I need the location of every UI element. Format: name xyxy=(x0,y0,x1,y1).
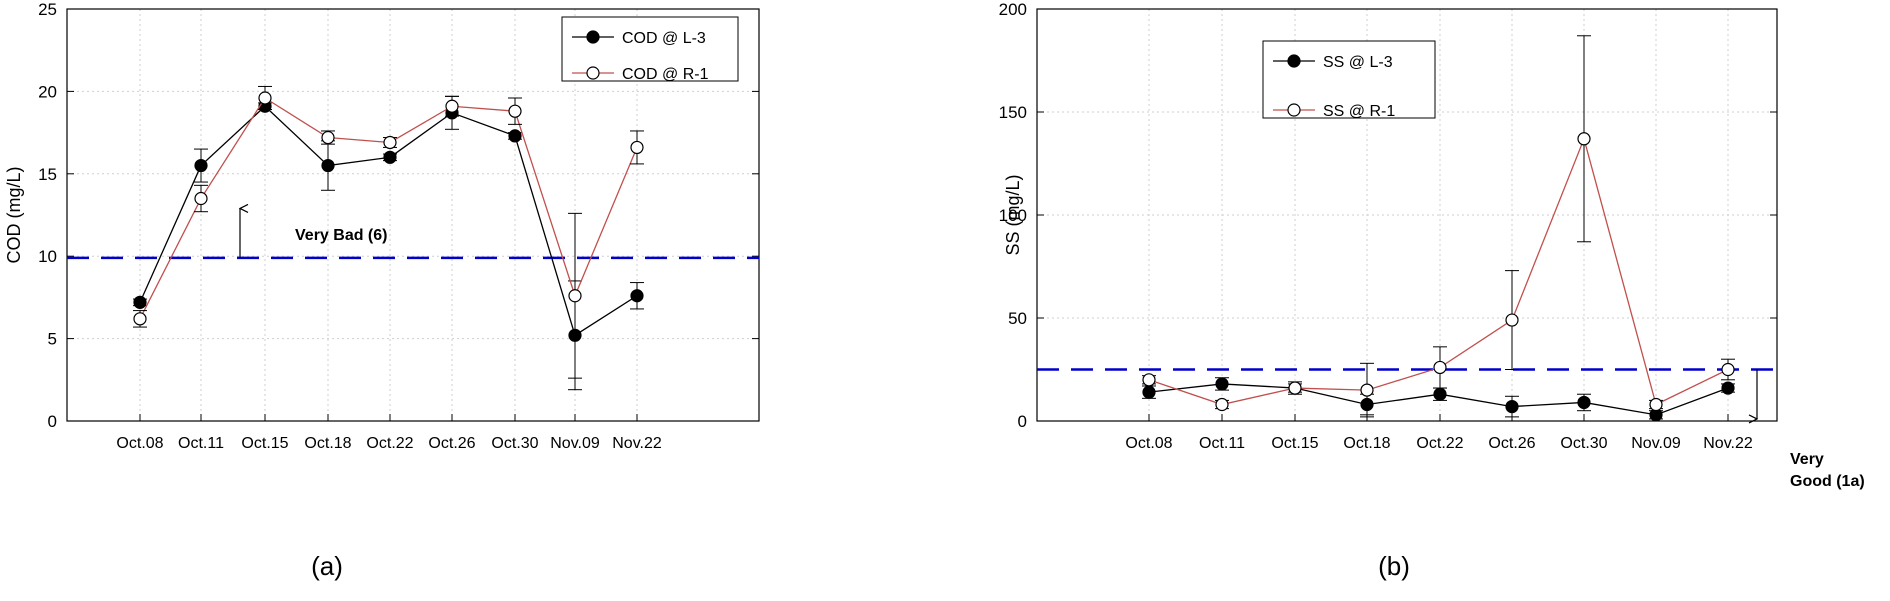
data-point xyxy=(383,150,397,164)
data-point xyxy=(508,104,522,118)
legend-marker xyxy=(1287,54,1301,68)
x-tick-label: Oct.11 xyxy=(1199,435,1245,452)
y-tick-label: 0 xyxy=(48,412,57,431)
data-point xyxy=(568,289,582,303)
panel-label: (b) xyxy=(1378,551,1410,581)
legend-label: SS @ L-3 xyxy=(1323,54,1393,71)
data-point xyxy=(258,91,272,105)
data-point xyxy=(508,129,522,143)
annotation-text-line: Good (1a) xyxy=(1790,473,1865,490)
legend-label: COD @ L-3 xyxy=(622,30,706,47)
x-tick-label: Nov.09 xyxy=(1631,435,1681,452)
data-point xyxy=(1215,377,1229,391)
annotation-text: Very Bad (6) xyxy=(295,227,387,244)
x-tick-label: Oct.18 xyxy=(1343,435,1390,452)
plot-frame xyxy=(66,8,760,422)
y-tick-label: 200 xyxy=(999,0,1027,19)
data-point xyxy=(1433,387,1447,401)
data-point xyxy=(321,130,335,145)
x-tick-label: Oct.11 xyxy=(178,435,224,452)
data-point xyxy=(630,289,644,303)
x-tick-label: Nov.22 xyxy=(612,435,662,452)
data-point xyxy=(1433,360,1447,375)
x-tick-label: Oct.22 xyxy=(1416,435,1463,452)
data-point xyxy=(1215,397,1229,412)
data-point xyxy=(1288,381,1302,395)
y-tick-label: 20 xyxy=(38,82,57,101)
data-point xyxy=(1577,395,1591,410)
x-tick-label: Nov.09 xyxy=(550,435,600,452)
chart-panel-a: 0 5 10 15 20 25 Oct.08 Oct.11 Oct.15 Oct.18 Oct.22… xyxy=(4,0,760,581)
x-tick-label: Oct.26 xyxy=(1488,435,1535,452)
data-point xyxy=(1721,381,1735,395)
data-point xyxy=(1142,373,1156,387)
y-tick-label: 0 xyxy=(1018,412,1027,431)
y-tick-label: 50 xyxy=(1008,309,1027,328)
series-open xyxy=(1142,35,1735,418)
y-tick-label: 15 xyxy=(38,165,57,184)
legend: SS @ L-3 SS @ R-1 xyxy=(1262,40,1436,120)
data-point xyxy=(1360,383,1374,397)
x-tick-label: Oct.15 xyxy=(1271,435,1318,452)
y-tick-label: 150 xyxy=(999,103,1027,122)
x-tick-label: Oct.22 xyxy=(366,435,413,452)
x-tick-label: Oct.26 xyxy=(428,435,475,452)
legend-marker xyxy=(586,66,600,80)
y-tick-label: 10 xyxy=(38,247,57,266)
y-tick-label: 25 xyxy=(38,0,57,19)
data-point xyxy=(445,99,459,113)
data-point xyxy=(383,135,397,150)
data-point xyxy=(1505,399,1519,414)
panel-label: (a) xyxy=(311,551,343,581)
data-point xyxy=(194,191,208,206)
x-tick-label: Oct.30 xyxy=(491,435,538,452)
legend: COD @ L-3 COD @ R-1 xyxy=(561,16,739,83)
data-point xyxy=(1721,362,1735,377)
legend-label: SS @ R-1 xyxy=(1323,103,1395,120)
x-tick-label: Oct.08 xyxy=(116,435,163,452)
data-point xyxy=(1142,385,1156,399)
x-tick-label: Oct.18 xyxy=(304,435,351,452)
data-point xyxy=(133,312,147,326)
data-point xyxy=(630,140,644,155)
y-tick-label: 5 xyxy=(48,330,57,349)
x-tick-label: Oct.15 xyxy=(241,435,288,452)
series-line xyxy=(139,97,638,320)
y-tick-label: 100 xyxy=(999,206,1027,225)
x-tick-label: Nov.22 xyxy=(1703,435,1753,452)
data-point xyxy=(1577,132,1591,146)
legend-label: COD @ R-1 xyxy=(622,66,709,83)
data-point xyxy=(133,295,147,309)
legend-marker xyxy=(586,30,600,44)
data-point xyxy=(1649,397,1663,412)
data-point xyxy=(321,158,335,173)
x-tick-label: Oct.08 xyxy=(1125,435,1172,452)
data-point xyxy=(194,158,208,173)
x-tick-label: Oct.30 xyxy=(1560,435,1607,452)
series-filled xyxy=(1142,377,1735,422)
legend-box xyxy=(1262,40,1436,119)
y-axis-label: COD (mg/L) xyxy=(4,166,24,263)
annotation-text-line: Very xyxy=(1790,451,1824,468)
chart-panel-b: 0 50 100 150 200 Oct.08 Oct.11 Oct.15 Oct.18 Oct.… xyxy=(999,0,1865,581)
data-point xyxy=(1505,313,1519,327)
y-axis-label: SS (mg/L) xyxy=(1003,174,1023,255)
series-open xyxy=(133,85,644,379)
legend-marker xyxy=(1287,103,1301,117)
